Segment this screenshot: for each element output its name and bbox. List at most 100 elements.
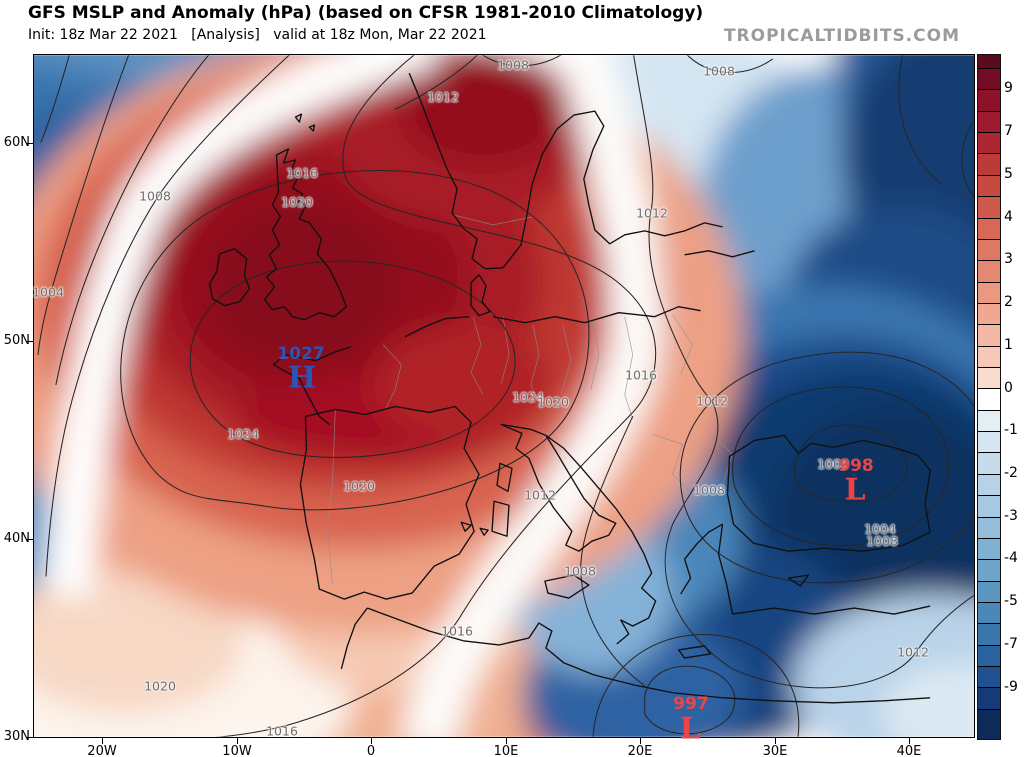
pressure-value: 997 bbox=[673, 694, 709, 714]
contour-label: 1008 bbox=[693, 482, 725, 498]
contour-label: 1016 bbox=[441, 623, 473, 639]
contour-label: 1020 bbox=[144, 678, 176, 694]
contour-label: 1012 bbox=[696, 393, 728, 409]
x-tick-label: 20W bbox=[87, 744, 117, 757]
x-tick-mark bbox=[909, 738, 910, 744]
y-tick-label: 40N bbox=[3, 531, 30, 546]
contour-label: 1000 bbox=[817, 456, 849, 472]
colorbar-segment bbox=[978, 153, 1000, 175]
y-tick-mark bbox=[27, 539, 33, 540]
colorbar-segment bbox=[978, 601, 1000, 624]
colorbar-segment bbox=[978, 473, 1000, 496]
contour-label: 1008 bbox=[703, 63, 735, 79]
colorbar-segment bbox=[978, 55, 1000, 68]
colorbar-segment bbox=[978, 580, 1000, 602]
x-tick-label: 20E bbox=[627, 744, 653, 757]
y-tick-label: 30N bbox=[3, 729, 30, 744]
colorbar-label: 1 bbox=[1004, 336, 1013, 353]
x-tick-label: 10E bbox=[493, 744, 519, 757]
contour-label: 1008 bbox=[139, 188, 171, 204]
colorbar-segment bbox=[978, 110, 1000, 133]
contour-label: 1008 bbox=[497, 57, 529, 73]
colorbar-label: -7 bbox=[1004, 635, 1018, 652]
x-tick-label: 0 bbox=[366, 744, 376, 757]
x-tick-mark bbox=[640, 738, 641, 744]
x-tick-mark bbox=[371, 738, 372, 744]
colorbar-label: -2 bbox=[1004, 464, 1018, 481]
contour-label: 1024 bbox=[512, 389, 544, 405]
colorbar-segment bbox=[978, 281, 1000, 303]
y-tick-label: 60N bbox=[3, 135, 30, 150]
contour-label: 1012 bbox=[897, 644, 929, 660]
colorbar-label: 4 bbox=[1004, 208, 1013, 225]
colorbar bbox=[977, 54, 1001, 740]
colorbar-segment bbox=[978, 196, 1000, 218]
y-tick-mark bbox=[27, 143, 33, 144]
colorbar-segment bbox=[978, 89, 1000, 111]
y-tick-label: 50N bbox=[3, 333, 30, 348]
colorbar-label: -1 bbox=[1004, 422, 1018, 439]
colorbar-label: -9 bbox=[1004, 678, 1018, 695]
contour-label: 1016 bbox=[286, 165, 318, 181]
colorbar-label: -5 bbox=[1004, 593, 1018, 610]
colorbar-segment bbox=[978, 217, 1000, 239]
colorbar-segment bbox=[978, 238, 1000, 261]
colorbar-label: 7 bbox=[1004, 123, 1013, 140]
contour-label: 1004 bbox=[864, 521, 896, 537]
colorbar-segment bbox=[978, 559, 1000, 581]
contour-label: 1004 bbox=[32, 284, 64, 300]
colorbar-segment bbox=[978, 68, 1000, 90]
colorbar-segment bbox=[978, 409, 1000, 432]
site-watermark: TROPICALTIDBITS.COM bbox=[723, 26, 960, 46]
colorbar-label: 0 bbox=[1004, 379, 1013, 396]
pressure-symbol: L bbox=[679, 711, 701, 747]
contour-label: 1012 bbox=[427, 89, 459, 105]
contour-label: 1020 bbox=[343, 478, 375, 494]
colorbar-segment bbox=[978, 495, 1000, 517]
pressure-symbol: L bbox=[844, 472, 866, 508]
weather-map bbox=[33, 54, 975, 738]
contour-label: 1016 bbox=[266, 723, 298, 739]
map-canvas bbox=[34, 55, 974, 737]
coastlines bbox=[208, 72, 931, 704]
x-tick-label: 30E bbox=[762, 744, 788, 757]
init-valid-line: Init: 18z Mar 22 2021 [Analysis] valid a… bbox=[28, 27, 487, 43]
x-tick-mark bbox=[775, 738, 776, 744]
page-title: GFS MSLP and Anomaly (hPa) (based on CFS… bbox=[28, 3, 704, 23]
contour-label: 1012 bbox=[524, 487, 556, 503]
contour-label: 1008 bbox=[866, 533, 898, 549]
pressure-value: 998 bbox=[838, 456, 874, 476]
x-tick-mark bbox=[102, 738, 103, 744]
colorbar-segment bbox=[978, 302, 1000, 325]
colorbar-segment bbox=[978, 324, 1000, 346]
x-tick-mark bbox=[237, 738, 238, 744]
colorbar-segment bbox=[978, 431, 1000, 453]
country-borders bbox=[327, 214, 733, 585]
colorbar-label: 2 bbox=[1004, 294, 1013, 311]
contour-label: 1008 bbox=[564, 563, 596, 579]
x-tick-mark bbox=[506, 738, 507, 744]
y-tick-mark bbox=[27, 737, 33, 738]
colorbar-segment bbox=[978, 708, 1000, 739]
x-tick-label: 10W bbox=[222, 744, 252, 757]
colorbar-segment bbox=[978, 644, 1000, 667]
x-tick-label: 40E bbox=[896, 744, 922, 757]
contour-label: 1020 bbox=[281, 194, 313, 210]
colorbar-label: -4 bbox=[1004, 550, 1018, 567]
pressure-symbol: H bbox=[287, 360, 317, 396]
contour-label: 1020 bbox=[537, 394, 569, 410]
colorbar-segment bbox=[978, 132, 1000, 154]
colorbar-segment bbox=[978, 345, 1000, 368]
colorbar-segment bbox=[978, 687, 1000, 709]
contour-label: 1024 bbox=[227, 426, 259, 442]
colorbar-label: 5 bbox=[1004, 165, 1013, 182]
colorbar-label: 3 bbox=[1004, 251, 1013, 268]
colorbar-label: -3 bbox=[1004, 507, 1018, 524]
colorbar-segment bbox=[978, 537, 1000, 560]
colorbar-segment bbox=[978, 516, 1000, 538]
y-tick-mark bbox=[27, 341, 33, 342]
colorbar-segment bbox=[978, 260, 1000, 282]
contour-label: 1016 bbox=[625, 367, 657, 383]
colorbar-segment bbox=[978, 666, 1000, 688]
